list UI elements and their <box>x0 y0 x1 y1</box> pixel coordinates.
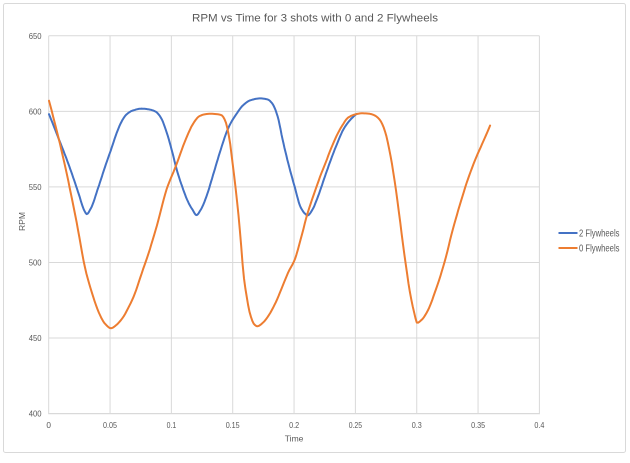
svg-text:500: 500 <box>29 258 42 268</box>
svg-text:0.1: 0.1 <box>167 420 177 430</box>
svg-text:450: 450 <box>29 333 42 343</box>
svg-text:0.25: 0.25 <box>349 420 363 430</box>
svg-text:0.35: 0.35 <box>471 420 485 430</box>
svg-text:650: 650 <box>29 31 42 41</box>
svg-text:2 Flywheels: 2 Flywheels <box>579 229 620 240</box>
svg-text:0.05: 0.05 <box>103 420 117 430</box>
svg-text:0.2: 0.2 <box>289 420 299 430</box>
svg-text:0.4: 0.4 <box>534 420 544 430</box>
svg-text:RPM vs Time for 3 shots with 0: RPM vs Time for 3 shots with 0 and 2 Fly… <box>192 13 438 25</box>
svg-text:600: 600 <box>29 106 42 116</box>
svg-text:550: 550 <box>29 182 42 192</box>
svg-text:0.3: 0.3 <box>412 420 422 430</box>
svg-text:400: 400 <box>29 409 42 419</box>
svg-text:0 Flywheels: 0 Flywheels <box>579 244 620 255</box>
svg-text:Time: Time <box>285 433 304 443</box>
svg-text:0.15: 0.15 <box>226 420 240 430</box>
svg-text:0: 0 <box>46 420 51 430</box>
svg-text:RPM: RPM <box>17 212 27 231</box>
